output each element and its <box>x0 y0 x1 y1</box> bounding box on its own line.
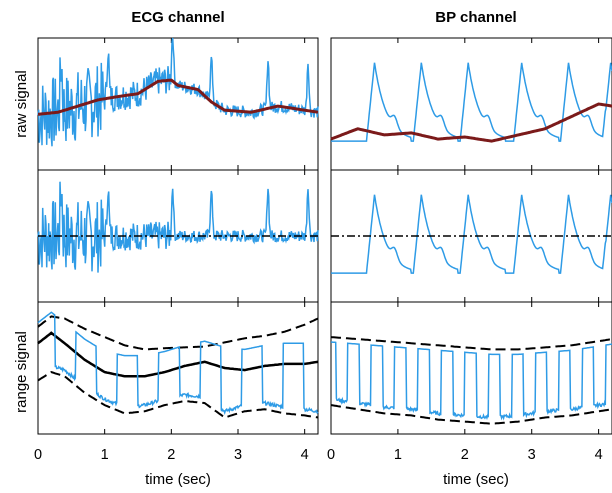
x-tick-label: 4 <box>301 447 309 463</box>
mid-envelope-ecg <box>37 331 319 378</box>
panels-group: 0 1 2 3 4 0 1 2 3 4 <box>34 37 612 463</box>
x-axis-label-ecg: time (sec) <box>145 471 211 488</box>
baseline-line-bp <box>330 102 612 143</box>
row-label-range-signal: range signal <box>13 331 30 413</box>
x-tick-label: 0 <box>34 447 42 463</box>
detrended-signal-line-bp <box>331 194 612 274</box>
x-tick-label: 3 <box>234 447 242 463</box>
x-tick-label: 0 <box>327 447 335 463</box>
detrended-signal-line-ecg <box>37 181 319 273</box>
x-tick-label: 1 <box>394 447 402 463</box>
axes-frame-bp-3 <box>330 301 612 435</box>
raw-signal-line-bp <box>331 62 612 142</box>
lower-envelope-bp <box>330 404 612 425</box>
upper-envelope-bp <box>330 336 612 351</box>
upper-envelope-ecg <box>37 315 319 351</box>
x-tick-label: 2 <box>167 447 175 463</box>
row-label-raw-signal: raw signal <box>13 70 30 138</box>
baseline-line-ecg <box>37 78 319 116</box>
axes-frame-ecg-3 <box>37 301 319 435</box>
column-title-bp: BP channel <box>435 9 516 26</box>
range-signal-line-bp <box>330 341 612 421</box>
range-signal-line-ecg <box>37 311 319 416</box>
x-tick-label: 1 <box>101 447 109 463</box>
column-title-ecg: ECG channel <box>131 9 224 26</box>
x-tick-label: 4 <box>595 447 603 463</box>
raw-signal-line-ecg <box>37 37 319 147</box>
x-tick-label: 2 <box>461 447 469 463</box>
axes-frame-bp-1 <box>330 37 612 171</box>
x-tick-label: 3 <box>528 447 536 463</box>
x-axis-label-bp: time (sec) <box>443 471 509 488</box>
lower-envelope-ecg <box>37 371 319 419</box>
